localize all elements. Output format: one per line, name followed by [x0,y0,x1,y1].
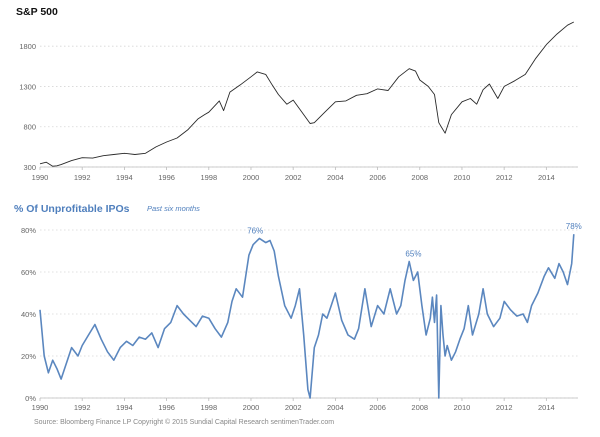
x-tick-label: 1996 [158,173,175,182]
x-tick-label: 1992 [74,173,91,182]
y-tick-label: 800 [23,123,36,132]
x-tick-label: 2002 [285,403,302,412]
x-tick-label: 2006 [369,403,386,412]
x-tick-label: 1998 [200,173,217,182]
y-tick-label: 300 [23,163,36,172]
x-tick-label: 2014 [538,173,555,182]
chart-panel-1: S&P 500 300 800 1300 1800 1990 1992 1994 1996 199… [16,6,578,182]
value-annotation: 65% [405,250,421,259]
value-annotation: 76% [247,226,263,235]
series-line [39,21,575,167]
x-tick-label: 2012 [496,403,513,412]
x-tick-label: 2000 [243,403,260,412]
x-tick-label: 2002 [285,173,302,182]
x-tick-label: 2012 [496,173,513,182]
y-tick-label: 80% [21,226,36,235]
x-tick-label: 2000 [243,173,260,182]
y-tick-label: 0% [25,394,36,403]
series-line [39,234,575,399]
x-tick-label: 2008 [411,403,428,412]
chart-subtitle: Past six months [147,204,200,213]
x-tick-label: 1998 [200,403,217,412]
chart-panel-2: % Of Unprofitable IPOs Past six months 0% 2… [14,203,582,412]
x-tick-label: 2010 [454,173,471,182]
x-tick-label: 1996 [158,403,175,412]
x-tick-label: 1992 [74,403,91,412]
x-tick-label: 1990 [32,403,49,412]
y-tick-label: 20% [21,352,36,361]
x-tick-label: 2004 [327,173,344,182]
y-tick-label: 1300 [19,82,36,91]
y-tick-label: 1800 [19,42,36,51]
x-tick-label: 2008 [411,173,428,182]
x-tick-label: 1994 [116,403,133,412]
source-note: Source: Bloomberg Finance LP Copyright ©… [34,418,334,426]
value-annotation: 78% [566,222,582,231]
x-tick-label: 1994 [116,173,133,182]
y-tick-label: 60% [21,268,36,277]
chart-title: S&P 500 [16,6,58,18]
x-tick-label: 1990 [32,173,49,182]
x-tick-label: 2006 [369,173,386,182]
x-tick-label: 2014 [538,403,555,412]
chart-title: % Of Unprofitable IPOs [14,203,130,215]
x-tick-label: 2010 [454,403,471,412]
y-tick-label: 40% [21,310,36,319]
x-tick-label: 2004 [327,403,344,412]
